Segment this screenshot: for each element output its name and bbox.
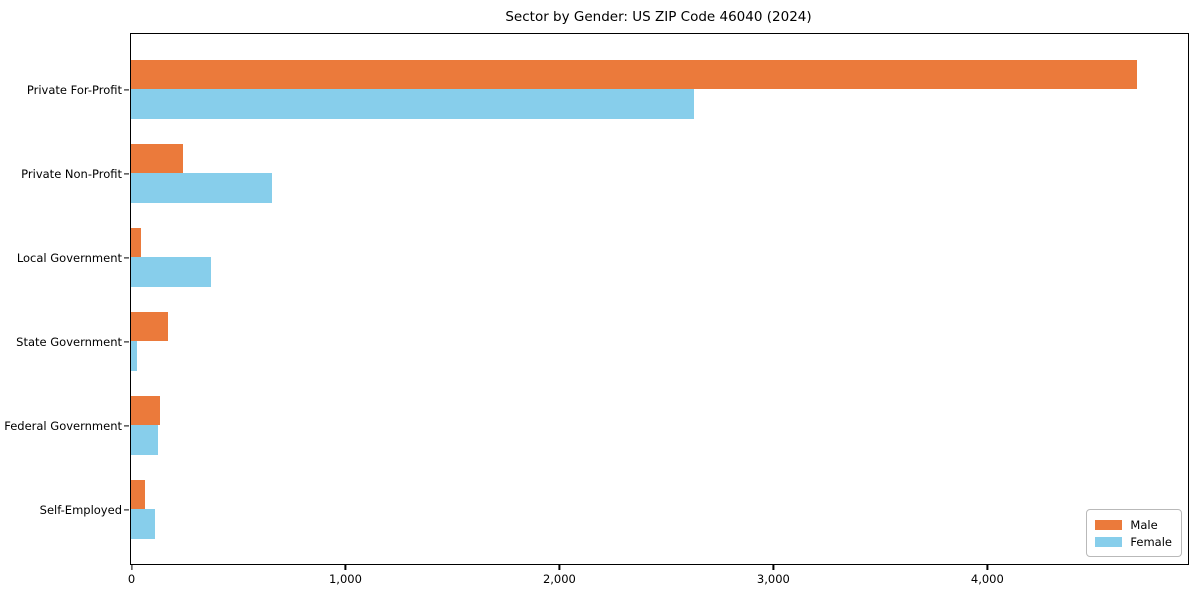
y-tick-mark xyxy=(123,172,129,175)
y-tick-label-state-government: State Government xyxy=(16,334,122,349)
bar-female-self-employed xyxy=(131,509,155,539)
y-tick-label-self-employed: Self-Employed xyxy=(39,502,122,517)
x-tick-mark xyxy=(558,564,561,570)
bar-female-local-government xyxy=(131,257,212,287)
bar-male-state-government xyxy=(131,311,169,341)
bar-female-private-for-profit xyxy=(131,89,694,119)
bar-male-private-non-profit xyxy=(131,143,184,173)
x-tick-label-2000: 2,000 xyxy=(542,572,576,586)
x-tick-mark xyxy=(130,564,133,570)
y-tick-label-private-non-profit: Private Non-Profit xyxy=(21,166,122,181)
bar-female-federal-government xyxy=(131,425,158,455)
y-tick-label-federal-government: Federal Government xyxy=(4,418,122,433)
x-tick-mark xyxy=(986,564,988,570)
y-tick-mark xyxy=(123,424,129,427)
y-tick-mark xyxy=(123,340,129,343)
x-tick-label-4000: 4,000 xyxy=(970,572,1004,586)
legend: Male Female xyxy=(1086,509,1182,557)
y-tick-mark xyxy=(123,256,129,259)
y-tick-label-local-government: Local Government xyxy=(16,250,122,265)
legend-label-female: Female xyxy=(1130,534,1172,549)
legend-label-male: Male xyxy=(1130,517,1158,532)
y-tick-mark xyxy=(123,88,129,91)
chart-title: Sector by Gender: US ZIP Code 46040 (202… xyxy=(505,9,812,25)
x-tick-mark xyxy=(772,564,774,570)
y-tick-mark xyxy=(123,508,129,511)
legend-item-female: Female xyxy=(1095,533,1172,550)
x-tick-label-0: 0 xyxy=(127,572,136,586)
bar-female-private-non-profit xyxy=(131,173,273,203)
legend-swatch-male xyxy=(1095,519,1123,530)
x-tick-mark xyxy=(344,564,347,570)
legend-swatch-female xyxy=(1095,536,1123,547)
y-tick-label-private-for-profit: Private For-Profit xyxy=(26,82,122,97)
bar-male-federal-government xyxy=(131,395,161,425)
bar-female-state-government xyxy=(131,341,137,371)
plot-area: Male Female xyxy=(130,33,1189,565)
x-tick-label-1000: 1,000 xyxy=(328,572,362,586)
legend-item-male: Male xyxy=(1095,516,1172,533)
bar-male-private-for-profit xyxy=(131,59,1137,89)
bar-male-local-government xyxy=(131,227,141,257)
x-tick-label-3000: 3,000 xyxy=(756,572,790,586)
bar-male-self-employed xyxy=(131,479,145,509)
